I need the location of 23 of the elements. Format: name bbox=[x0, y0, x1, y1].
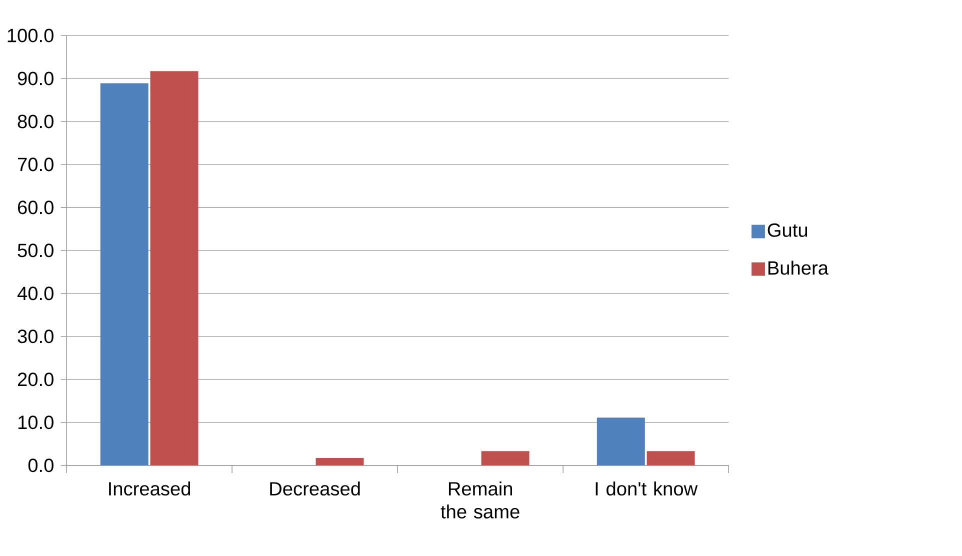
x-tick-label: Remain the same bbox=[440, 482, 520, 519]
y-tick-label: 10.0 bbox=[18, 416, 54, 430]
x-tick-label: I don't know bbox=[596, 482, 698, 496]
y-tick-label: 40.0 bbox=[17, 286, 54, 300]
y-tick-label: 100.0 bbox=[8, 28, 54, 42]
y-tick-label: 20.0 bbox=[18, 372, 54, 386]
bar bbox=[481, 451, 530, 466]
y-tick-label: 70.0 bbox=[18, 158, 54, 172]
y-tick-label: 30.0 bbox=[18, 330, 54, 344]
x-tick-label: Increased bbox=[109, 482, 190, 496]
bar bbox=[646, 451, 695, 466]
y-tick-label: 0.0 bbox=[28, 458, 54, 472]
y-tick-label: 80.0 bbox=[18, 114, 54, 128]
legend-label: Gutu bbox=[768, 224, 808, 238]
bar bbox=[100, 83, 148, 466]
x-tick-label: Decreased bbox=[270, 482, 360, 496]
bar bbox=[316, 458, 364, 466]
bar bbox=[150, 71, 198, 466]
y-tick-label: 60.0 bbox=[18, 200, 54, 214]
y-tick-label: 50.0 bbox=[18, 244, 54, 258]
y-tick-label: 90.0 bbox=[18, 72, 54, 86]
bar bbox=[596, 418, 645, 466]
legend-label: Buhera bbox=[768, 260, 829, 275]
